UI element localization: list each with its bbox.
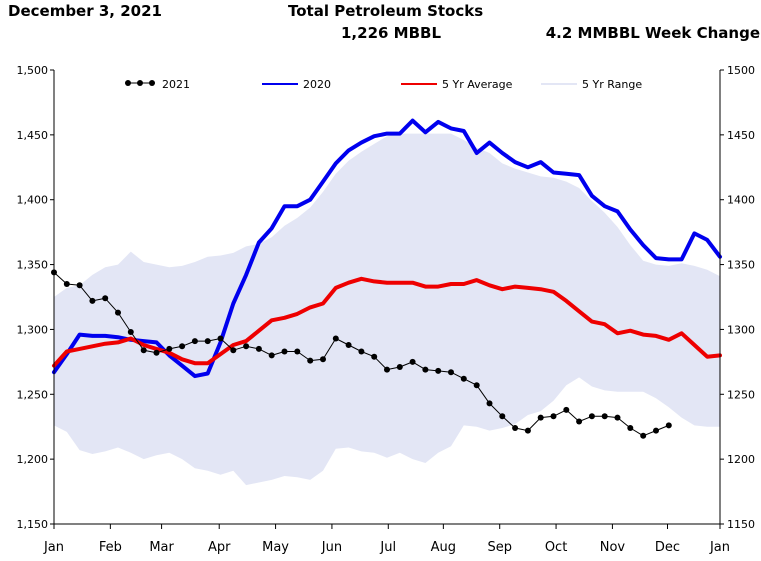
point-2021 — [230, 347, 237, 354]
x-tick-label: Mar — [149, 540, 174, 555]
y-tick-label-left: 1,150 — [17, 518, 49, 531]
point-2021 — [614, 414, 621, 421]
point-2021 — [153, 349, 160, 356]
point-2021 — [550, 413, 557, 420]
x-tick-label: Dec — [655, 540, 680, 555]
y-tick-label-left: 1,350 — [17, 259, 49, 272]
point-2021 — [576, 418, 583, 425]
point-2021 — [653, 427, 659, 434]
point-2021 — [499, 413, 506, 420]
legend-2021-marker-2 — [137, 80, 143, 86]
y-tick-label-left: 1,450 — [17, 129, 49, 142]
point-2021 — [640, 432, 647, 439]
point-2021 — [179, 343, 186, 350]
point-2021 — [89, 297, 96, 304]
y-tick-label-right: 1300 — [727, 323, 755, 336]
legend-2021-marker-1 — [125, 80, 131, 86]
range-layer — [54, 133, 720, 486]
point-2021 — [588, 413, 595, 420]
point-2021 — [448, 369, 454, 376]
point-2021 — [166, 345, 173, 352]
point-2021 — [473, 382, 480, 389]
y-tick-label-right: 1250 — [727, 388, 755, 401]
x-tick-label: Jul — [379, 540, 396, 555]
y-tick-label-left: 1,200 — [17, 453, 49, 466]
x-tick-label: Sep — [487, 540, 512, 555]
point-2021 — [63, 281, 70, 287]
point-2021 — [294, 348, 301, 355]
y-tick-label-right: 1500 — [727, 64, 755, 77]
series-avg-line — [52, 276, 722, 368]
y-tick-label-right: 1450 — [727, 129, 755, 142]
legend: 2021 2020 5 Yr Average 5 Yr Range — [125, 78, 642, 91]
point-2021 — [243, 343, 250, 350]
point-2021 — [435, 367, 442, 374]
point-2021 — [665, 422, 672, 429]
y-tick-label-right: 1350 — [727, 259, 755, 272]
point-2021 — [332, 335, 339, 342]
point-2021 — [307, 357, 314, 364]
point-2021 — [512, 425, 519, 431]
point-2021 — [563, 406, 570, 413]
point-2021 — [409, 358, 416, 365]
range-band — [54, 133, 720, 486]
point-2021 — [627, 425, 634, 431]
point-2021 — [537, 414, 544, 421]
lines-layer — [51, 118, 722, 439]
y-tick-label-left: 1,250 — [17, 388, 49, 401]
x-tick-label: Oct — [545, 540, 567, 555]
x-tick-label: Jun — [321, 540, 342, 555]
report-date: December 3, 2021 — [8, 2, 162, 20]
x-tick-label: Nov — [600, 540, 626, 555]
current-stocks: 1,226 MBBL — [341, 24, 442, 42]
point-2021 — [345, 342, 352, 348]
point-2021 — [268, 352, 275, 359]
y-tick-label-left: 1,400 — [17, 194, 49, 207]
axes-layer: 1,150 1150 1,200 1200 1,250 1250 1,300 1300 1,35… — [17, 64, 756, 555]
point-2021 — [255, 345, 262, 352]
week-change: 4.2 MMBBL Week Change — [545, 24, 760, 42]
legend-2021-label: 2021 — [162, 78, 190, 91]
y-tick-label-right: 1400 — [727, 194, 755, 207]
point-2021 — [486, 400, 493, 407]
legend-2020-label: 2020 — [303, 78, 331, 91]
point-2021 — [396, 364, 403, 370]
point-2021 — [384, 366, 390, 373]
y-tick-label-right: 1200 — [727, 453, 755, 466]
point-2021 — [127, 329, 134, 335]
point-2021 — [191, 338, 198, 345]
y-tick-label-left: 1,300 — [17, 323, 49, 336]
y-tick-label-right: 1150 — [727, 518, 755, 531]
legend-avg-label: 5 Yr Average — [442, 78, 513, 91]
point-2021 — [76, 282, 83, 289]
point-2021 — [140, 347, 147, 354]
x-tick-label: Aug — [431, 540, 456, 555]
x-tick-label: Feb — [99, 540, 122, 555]
point-2021 — [524, 427, 531, 434]
point-2021 — [358, 348, 365, 355]
x-tick-label: May — [262, 540, 289, 555]
point-2021 — [601, 413, 608, 420]
point-2021 — [115, 309, 121, 316]
chart-title: Total Petroleum Stocks — [288, 2, 484, 20]
legend-2021-marker-3 — [149, 80, 155, 86]
legend-range-label: 5 Yr Range — [582, 78, 642, 91]
point-2021 — [217, 335, 224, 342]
point-2021 — [320, 356, 326, 363]
point-2021 — [422, 366, 429, 373]
y-tick-label-left: 1,500 — [17, 64, 49, 77]
x-tick-label: Apr — [208, 540, 231, 555]
point-2021 — [204, 338, 211, 345]
x-tick-label: Jan — [43, 540, 64, 555]
point-2021 — [460, 375, 467, 382]
point-2021 — [281, 348, 288, 355]
x-tick-label: Jan — [709, 540, 730, 555]
point-2021 — [371, 353, 378, 360]
point-2021 — [102, 295, 109, 302]
